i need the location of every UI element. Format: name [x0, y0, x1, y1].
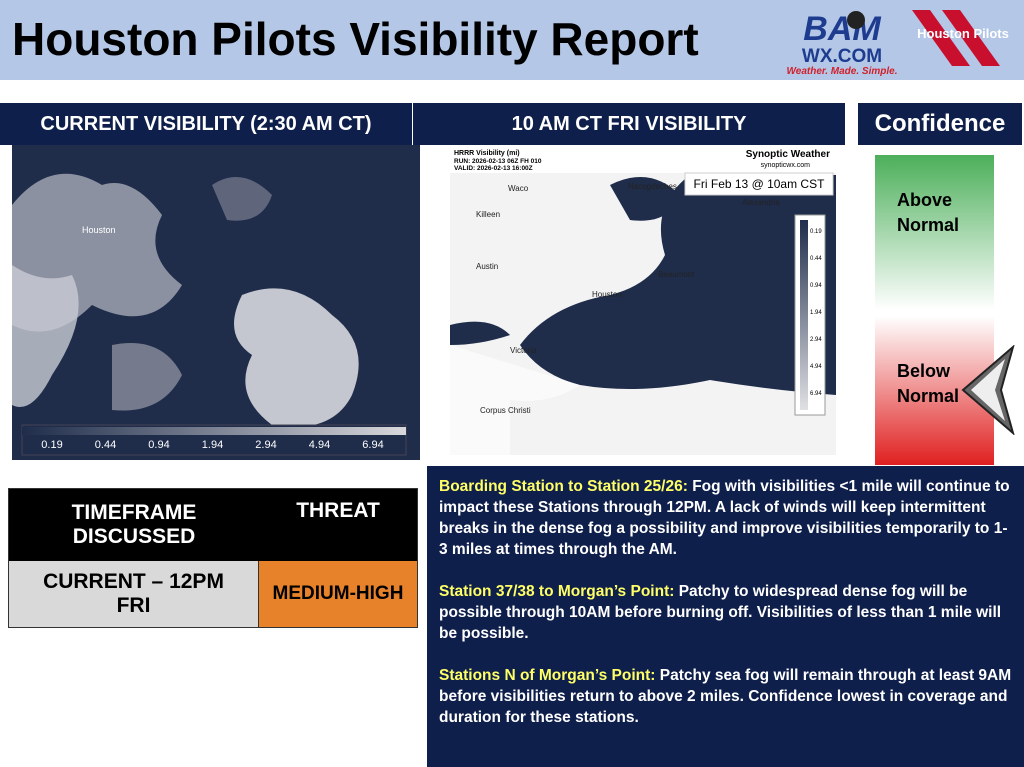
legend-label: 6.94 [810, 391, 822, 397]
place-label: Austin [476, 262, 498, 271]
confidence-low: Below Normal [897, 361, 960, 406]
notes-panel: Boarding Station to Station 25/26: Fog w… [427, 466, 1024, 767]
table-header: TIMEFRAME DISCUSSED [9, 489, 259, 561]
place-label: Houston [592, 290, 622, 299]
logo-tagline: Weather. Made. Simple. [787, 66, 898, 77]
map-run: RUN: 2026-02-13 06Z FH 010 [454, 158, 542, 165]
legend-label: 0.19 [41, 439, 62, 451]
legend-label: 2.94 [255, 439, 276, 451]
place-label: Beaumont [658, 270, 695, 279]
map-valid: VALID: 2026-02-13 16:00Z [454, 165, 533, 172]
logo-pilots: Houston Pilots [917, 26, 1009, 41]
map-stamp: Fri Feb 13 @ 10am CST [694, 177, 826, 191]
page-title: Houston Pilots Visibility Report [12, 13, 699, 65]
forecast-map: HRRR Visibility (mi) RUN: 2026-02-13 06Z… [450, 145, 836, 455]
confidence-pointer [961, 345, 1015, 435]
note: Station 37/38 to Morgan’s Point: Patchy … [439, 581, 1012, 644]
note: Stations N of Morgan’s Point: Patchy sea… [439, 665, 1012, 728]
note-label: Station 37/38 to Morgan’s Point: [439, 583, 675, 600]
panel-title: Confidence [858, 103, 1022, 145]
legend-label: 6.94 [362, 439, 383, 451]
panel-title: 10 AM CT FRI VISIBILITY [413, 103, 845, 145]
place-label: Alexandria [742, 198, 780, 207]
map-site: synopticwx.com [761, 162, 811, 169]
legend-label: 0.19 [810, 229, 822, 235]
note-label: Stations N of Morgan’s Point: [439, 667, 656, 684]
table-cell: CURRENT – 12PM FRI [9, 561, 259, 627]
logo-main: BAM [803, 10, 881, 48]
legend-label: 1.94 [810, 310, 822, 316]
legend-label: 0.94 [810, 283, 822, 289]
legend-label: 4.94 [309, 439, 330, 451]
threat-table: TIMEFRAME DISCUSSED THREAT CURRENT – 12P… [8, 488, 418, 628]
place-label: Houston [82, 225, 116, 235]
place-label: Nacogdoches [628, 182, 677, 191]
legend-label: 0.44 [95, 439, 116, 451]
note-text: Patchy to widespread dense fog will be p… [439, 583, 1002, 642]
legend-label: 0.44 [810, 256, 822, 262]
place-label: Corpus Christi [480, 406, 531, 415]
logos: BAM WX.COM Weather. Made. Simple. Housto… [787, 10, 1009, 77]
current-map: 0.19 0.44 0.94 1.94 2.94 4.94 6.94 Houston [12, 145, 420, 460]
logo-sub: WX.COM [802, 46, 882, 67]
table-cell: MEDIUM-HIGH [259, 561, 417, 627]
place-label: Victoria [510, 346, 537, 355]
map-product: HRRR Visibility (mi) [454, 150, 520, 157]
legend-label: 4.94 [810, 364, 822, 370]
place-label: Waco [508, 184, 529, 193]
confidence-high: Above Normal [897, 190, 960, 235]
place-label: Killeen [476, 210, 500, 219]
legend-label: 2.94 [810, 337, 822, 343]
panel-title: CURRENT VISIBILITY (2:30 AM CT) [0, 103, 412, 145]
map-brand: Synoptic Weather [746, 149, 830, 160]
legend-label: 0.94 [148, 439, 169, 451]
legend-label: 1.94 [202, 439, 223, 451]
note-text: Fog with visibilities <1 mile will conti… [439, 478, 1010, 558]
note-label: Boarding Station to Station 25/26: [439, 478, 688, 495]
logo-ball [847, 11, 865, 29]
table-header: THREAT [259, 489, 417, 561]
note-text: Patchy sea fog will remain through at le… [439, 667, 1012, 726]
pilots-mark [912, 10, 1000, 66]
confidence-scale [875, 155, 994, 465]
note: Boarding Station to Station 25/26: Fog w… [439, 476, 1012, 560]
